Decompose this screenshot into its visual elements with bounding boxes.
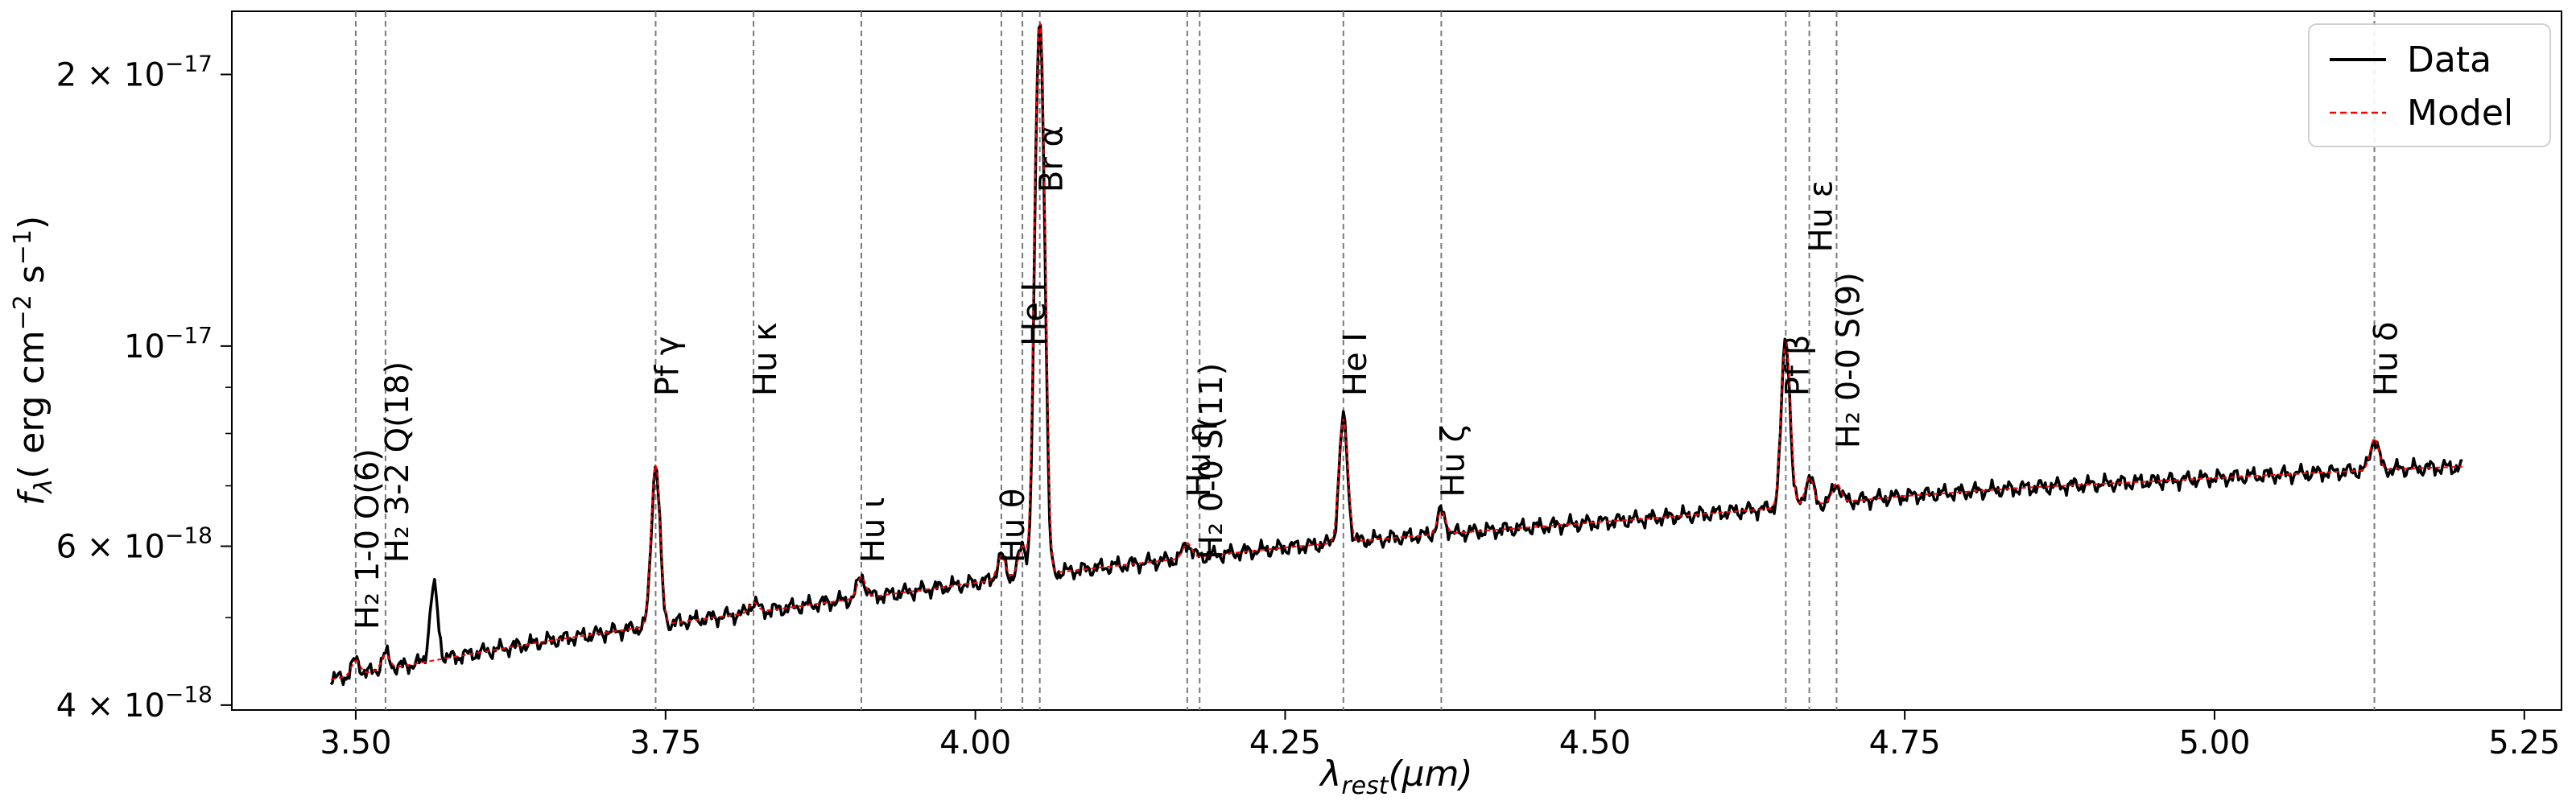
y-axis-label-mid: s [11, 265, 52, 295]
x-axis-label-symbol: λ [1319, 753, 1341, 795]
annotation-label-0: H₂ 1-0 O(6) [349, 448, 386, 630]
y-axis-label-exp2: −1 [9, 229, 37, 265]
x-tick-label-6: 5.00 [2178, 724, 2250, 762]
annotation-label-5: Hu θ [995, 489, 1032, 564]
y-tick-label-0: 4 × 10−18 [56, 681, 213, 724]
y-axis-ticks: 4 × 10−18 6 × 10−18 10−17 2 × 10−17 [56, 50, 232, 724]
y-axis-label-unit: ( erg cm [11, 330, 52, 479]
x-tick-label-4: 4.50 [1559, 724, 1631, 762]
x-tick-label-1: 3.75 [630, 724, 701, 762]
annotation-label-15: Hu δ [2368, 321, 2405, 396]
annotation-label-9: H₂ 0-0 S(11) [1193, 363, 1230, 559]
spectrum-lines [329, 23, 2463, 687]
annotation-label-13: Hu ε [1803, 180, 1840, 253]
series-model-line [330, 23, 2462, 681]
x-axis-label-unit: (μm) [1389, 753, 1473, 795]
annotation-label-2: Pf γ [649, 336, 686, 397]
legend-label-model: Model [2407, 93, 2513, 134]
y-tick-label-3: 2 × 10−17 [56, 50, 213, 93]
x-tick-label-3: 4.25 [1249, 724, 1321, 762]
y-axis-label-subscript: λ [30, 479, 58, 495]
x-axis-label: λrest(μm) [1319, 753, 1472, 800]
annotation-label-1: H₂ 3-2 Q(18) [379, 361, 416, 563]
y-axis-label-exp1: −2 [9, 295, 37, 330]
legend-label-data: Data [2407, 39, 2491, 80]
annotation-label-7: Br α [1034, 126, 1071, 192]
annotation-labels: H₂ 1-0 O(6)H₂ 3-2 Q(18) Pf γ Hu κ Hu ι Hu θ H… [349, 126, 2405, 630]
x-tick-label-2: 4.00 [939, 724, 1011, 762]
x-axis-ticks: 3.50 3.75 4.00 4.25 4.50 4.75 5.00 5.25 [320, 710, 2560, 762]
annotation-label-12: Pf β [1779, 335, 1816, 396]
x-tick-label-0: 3.50 [320, 724, 391, 762]
annotation-label-4: Hu ι [855, 497, 892, 564]
y-axis-label: fλ( erg cm−2 s−1) [9, 216, 58, 506]
y-axis-label-end: ) [11, 216, 52, 229]
plot-area [231, 10, 2562, 711]
legend-box [2308, 23, 2551, 147]
annotation-label-14: H₂ 0-0 S(9) [1830, 272, 1867, 448]
series-data-line [329, 23, 2463, 687]
annotation-label-8: Hu η [1181, 422, 1218, 497]
annotation-lines [354, 11, 2376, 710]
y-tick-label-1: 6 × 10−18 [56, 522, 213, 566]
annotation-label-10: He I [1337, 332, 1374, 396]
x-tick-label-7: 5.25 [2488, 724, 2560, 762]
annotation-label-6: He I [1016, 283, 1053, 346]
x-axis-label-subscript: rest [1341, 772, 1389, 800]
x-tick-label-5: 4.75 [1869, 724, 1941, 762]
y-tick-label-2: 10−17 [124, 322, 213, 365]
annotation-label-3: Hu κ [747, 322, 784, 396]
annotation-label-11: Hu ζ [1435, 425, 1472, 497]
legend: Data Model [2308, 23, 2551, 147]
